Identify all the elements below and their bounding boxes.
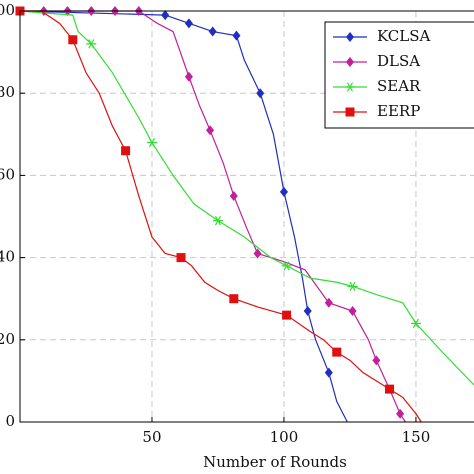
legend-label: SEAR [377, 77, 421, 95]
marker [303, 306, 312, 317]
marker [161, 10, 170, 21]
marker [256, 88, 265, 99]
x-tick-label: 100 [270, 428, 299, 446]
legend-label: EERP [377, 102, 420, 120]
marker [324, 297, 333, 308]
marker [348, 306, 357, 317]
marker [229, 294, 239, 304]
legend-label: DLSA [377, 52, 420, 70]
marker [253, 248, 262, 259]
legend-marker [346, 32, 354, 42]
y-tick-label: 60 [0, 165, 15, 183]
marker [372, 355, 381, 366]
marker [184, 71, 193, 82]
marker [347, 281, 358, 292]
x-axis-label: Number of Rounds [203, 453, 347, 471]
plot-frame [19, 10, 474, 423]
y-tick-label: 20 [0, 330, 15, 348]
marker [184, 18, 193, 29]
marker [68, 35, 78, 45]
marker [281, 261, 292, 271]
marker [324, 367, 333, 378]
series-line [19, 10, 474, 386]
marker [146, 137, 157, 148]
marker [410, 318, 421, 328]
marker [232, 30, 241, 41]
x-tick-label: 150 [402, 428, 431, 446]
y-tick-label: 40 [0, 248, 15, 266]
legend-marker [345, 82, 355, 92]
marker [121, 146, 131, 156]
y-tick-label: 100 [0, 1, 15, 19]
marker [282, 310, 292, 320]
series-line [20, 10, 422, 423]
marker [229, 190, 238, 201]
marker [86, 39, 97, 49]
marker [176, 253, 186, 263]
marker [279, 186, 288, 197]
y-tick-label: 80 [0, 83, 15, 101]
plot-area [15, 6, 474, 423]
legend-label: KCLSA [377, 27, 431, 45]
legend-marker [345, 107, 355, 117]
y-tick-label: 0 [5, 412, 15, 430]
marker [385, 384, 395, 394]
marker [332, 347, 342, 357]
marker [212, 215, 223, 226]
series-line [19, 10, 348, 423]
legend-marker [346, 57, 354, 67]
marker [208, 26, 217, 37]
marker [206, 125, 215, 136]
marker [396, 408, 405, 419]
x-tick-label: 50 [142, 428, 161, 446]
